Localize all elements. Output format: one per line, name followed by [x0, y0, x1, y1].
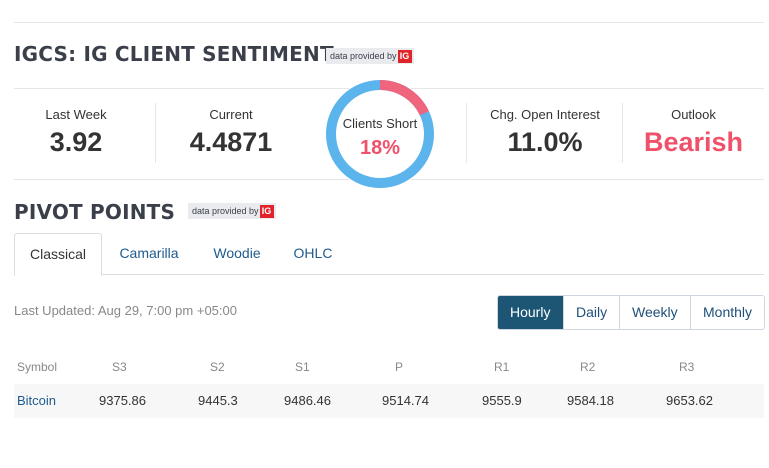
column-header-s3: S3 [112, 360, 127, 374]
open-interest-stat: Chg. Open Interest 11.0% [467, 89, 623, 179]
current-value: 4.4871 [189, 127, 273, 157]
last-updated-text: Last Updated: Aug 29, 7:00 pm +05:00 [14, 303, 237, 318]
data-provided-by-label: data provided by [192, 206, 259, 216]
column-header-p: P [395, 360, 404, 374]
cell-s3: 9375.86 [99, 393, 146, 408]
last-week-stat: Last Week 3.92 [14, 89, 138, 179]
pivot-title: PIVOT POINTS [14, 200, 176, 224]
period-button-group: Hourly Daily Weekly Monthly [497, 295, 765, 330]
open-interest-label: Chg. Open Interest [490, 107, 600, 122]
outlook-value: Bearish [643, 127, 744, 157]
column-header-s1: S1 [295, 360, 310, 374]
column-header-symbol: Symbol [17, 360, 58, 374]
sentiment-data-provider-badge[interactable]: data provided by IG [326, 48, 414, 64]
open-interest-value: 11.0% [507, 127, 583, 157]
column-header-s2: S2 [210, 360, 225, 374]
stat-divider [622, 103, 623, 163]
symbol-link-bitcoin[interactable]: Bitcoin [17, 393, 57, 408]
cell-r3: 9653.62 [666, 393, 713, 408]
column-header-r1: R1 [494, 360, 510, 374]
weekly-button[interactable]: Weekly [619, 296, 690, 329]
stat-divider [466, 103, 467, 163]
outlook-label: Outlook [671, 107, 716, 122]
tab-classical[interactable]: Classical [14, 233, 102, 276]
sentiment-title: IGCS: IG CLIENT SENTIMENT [14, 42, 334, 66]
tab-woodie[interactable]: Woodie [213, 245, 261, 261]
cell-r2: 9584.18 [567, 393, 614, 408]
cell-p: 9514.74 [382, 393, 429, 408]
last-week-label: Last Week [45, 107, 107, 122]
cell-s2: 9445.3 [198, 393, 238, 408]
tab-camarilla[interactable]: Camarilla [119, 245, 179, 261]
donut-chart [325, 79, 435, 189]
cell-r1: 9555.9 [482, 393, 522, 408]
data-provided-by-label: data provided by [330, 51, 397, 61]
pivot-table-header: Symbol S3 S2 S1 P R1 R2 R3 [14, 350, 764, 385]
current-stat: Current 4.4871 [156, 89, 306, 179]
clients-short-label: Clients Short [342, 116, 418, 131]
column-header-r2: R2 [580, 360, 596, 374]
clients-short-value: 18% [359, 137, 401, 159]
ig-logo-icon: IG [259, 204, 274, 218]
sentiment-stats-row: Last Week 3.92 Current 4.4871 Chg. Open … [14, 88, 764, 180]
clients-short-donut: Clients Short 18% [324, 78, 436, 190]
cell-s1: 9486.46 [284, 393, 331, 408]
last-week-value: 3.92 [49, 127, 103, 157]
ig-logo-icon: IG [397, 49, 412, 63]
column-header-r3: R3 [679, 360, 695, 374]
top-divider [14, 22, 764, 23]
outlook-stat: Outlook Bearish [623, 89, 764, 179]
current-label: Current [209, 107, 253, 122]
pivot-tabs: Classical Camarilla Woodie OHLC [14, 233, 764, 276]
pivot-data-provider-badge[interactable]: data provided by IG [188, 203, 276, 219]
short-ring-segment [326, 80, 434, 188]
hourly-button[interactable]: Hourly [498, 296, 563, 329]
stat-divider [155, 103, 156, 163]
tab-ohlc[interactable]: OHLC [293, 245, 333, 261]
daily-button[interactable]: Daily [563, 296, 619, 329]
table-row: Bitcoin 9375.86 9445.3 9486.46 9514.74 9… [14, 384, 764, 418]
monthly-button[interactable]: Monthly [690, 296, 764, 329]
